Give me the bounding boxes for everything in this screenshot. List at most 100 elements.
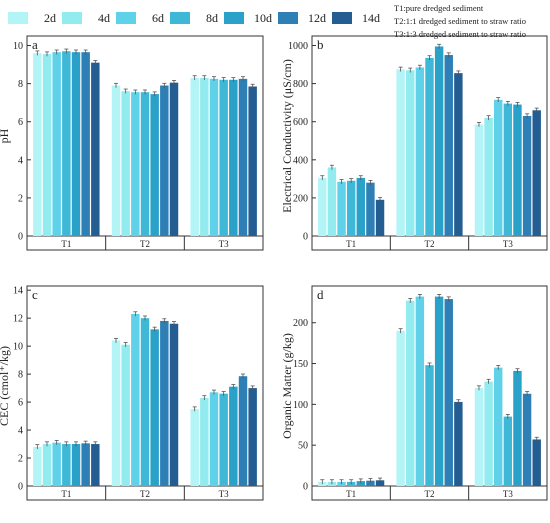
- bar-T3-2d: [474, 388, 484, 486]
- category-label-T3: T3: [503, 489, 513, 499]
- bar-T1-12d: [81, 52, 90, 236]
- y-tick-label: 10: [13, 41, 23, 52]
- y-tick-label: 6: [18, 117, 23, 128]
- legend-label: 2d: [44, 11, 56, 25]
- legend-swatch: [170, 12, 190, 24]
- y-tick-label: 0: [18, 482, 23, 493]
- bar-T2-2d: [396, 69, 405, 236]
- bar-T1-12d: [366, 480, 375, 486]
- category-label-T1: T1: [61, 489, 71, 499]
- bar-T1-14d: [375, 199, 385, 236]
- bar-T3-8d: [503, 416, 513, 486]
- bar-T2-8d: [140, 318, 150, 486]
- bar-T1-12d: [81, 443, 90, 486]
- bar-T1-8d: [62, 444, 71, 486]
- bar-T2-6d: [131, 313, 140, 486]
- y-tick-label: 4: [18, 155, 23, 166]
- bar-T1-10d: [356, 177, 366, 236]
- note-t2: T2:1:1 dredged sediment to straw ratio: [394, 16, 526, 26]
- y-tick-label: 100: [293, 400, 308, 411]
- plot-frame: [311, 35, 548, 251]
- bar-T1-12d: [366, 182, 375, 236]
- y-tick-label: 14: [13, 286, 23, 297]
- y-tick-label: 12: [13, 314, 23, 325]
- bar-T3-8d: [219, 79, 228, 236]
- y-tick-label: 50: [298, 441, 308, 452]
- bar-T1-6d: [337, 181, 346, 236]
- y-tick-label: 8: [18, 370, 23, 381]
- bar-T2-14d: [169, 323, 179, 486]
- y-tick-label: 200: [293, 193, 308, 204]
- bar-T3-12d: [238, 78, 248, 236]
- bar-T3-10d: [513, 370, 522, 486]
- legend-label: 8d: [206, 11, 218, 25]
- bar-T1-8d: [62, 51, 71, 236]
- legend-item-10d: 10d: [224, 11, 272, 25]
- bar-T1-4d: [327, 167, 337, 236]
- y-tick-label: 0: [303, 232, 308, 243]
- bar-T3-8d: [503, 103, 513, 236]
- bar-T3-4d: [484, 117, 493, 236]
- y-tick-label: 2: [18, 454, 23, 465]
- y-tick-label: 4: [18, 426, 23, 437]
- bar-T2-14d: [169, 82, 179, 237]
- bar-T3-12d: [522, 393, 532, 486]
- note-t3: T3:1:3 dredged sediment to straw ratio: [394, 29, 526, 39]
- y-tick-label: 150: [293, 359, 308, 370]
- bar-T1-14d: [91, 444, 100, 486]
- bar-T1-6d: [52, 52, 61, 236]
- panel-d: 0 50 100 150 200 Organic Matter (g/kg) d T1 T2 T3: [280, 285, 548, 501]
- bar-T1-10d: [356, 481, 366, 486]
- y-axis-label: pH: [0, 128, 11, 143]
- plot-frame: [26, 35, 264, 251]
- bar-T3-6d: [209, 78, 219, 236]
- category-label-T1: T1: [346, 489, 356, 499]
- category-label-T3: T3: [503, 239, 513, 249]
- legend-label: 12d: [308, 11, 326, 25]
- bar-T1-4d: [42, 444, 52, 486]
- y-tick-label: 6: [18, 398, 23, 409]
- legend-swatch: [8, 12, 28, 24]
- bar-T1-2d: [33, 446, 42, 486]
- bar-T3-12d: [522, 116, 532, 236]
- bar-T1-8d: [346, 180, 356, 236]
- y-tick-label: 1000: [288, 41, 308, 52]
- legend-label: 4d: [98, 11, 110, 25]
- bar-T2-8d: [140, 92, 150, 236]
- category-label-T2: T2: [140, 239, 150, 249]
- panel-letter: d: [317, 287, 324, 302]
- panel-letter: c: [32, 287, 38, 302]
- legend-swatch: [224, 12, 244, 24]
- bar-T2-10d: [434, 296, 444, 486]
- legend-label: 10d: [254, 11, 272, 25]
- bar-T1-2d: [33, 53, 42, 237]
- bar-T3-2d: [190, 409, 199, 486]
- bar-T2-4d: [406, 70, 415, 237]
- category-label-T2: T2: [425, 239, 435, 249]
- panel-letter: b: [317, 37, 324, 52]
- category-label-T1: T1: [61, 239, 71, 249]
- category-label-T2: T2: [425, 489, 435, 499]
- legend-item-8d: 8d: [170, 11, 218, 25]
- bar-T2-8d: [425, 57, 434, 237]
- bar-T2-6d: [415, 296, 425, 486]
- bar-T1-10d: [71, 52, 81, 236]
- bar-T3-10d: [229, 386, 238, 486]
- bar-T2-2d: [396, 330, 405, 486]
- bar-T2-10d: [150, 94, 159, 236]
- category-label-T2: T2: [140, 489, 150, 499]
- bar-T2-6d: [131, 92, 140, 236]
- legend-item-2d: 2d: [8, 11, 56, 25]
- panel-b: 0 200 400 600 800 1000 Electrical Conductivity…: [280, 35, 548, 251]
- bar-T1-4d: [42, 54, 52, 236]
- y-tick-label: 0: [18, 232, 23, 243]
- plot-frame: [311, 285, 548, 501]
- y-axis-label: Electrical Conductivity (μS/cm): [280, 59, 294, 213]
- bar-T2-12d: [444, 55, 453, 236]
- legend-item-6d: 6d: [116, 11, 164, 25]
- bar-T2-14d: [454, 401, 463, 486]
- legend-label: 6d: [152, 11, 164, 25]
- legend-swatch: [62, 12, 82, 24]
- y-tick-label: 2: [18, 193, 23, 204]
- y-tick-label: 800: [293, 79, 308, 90]
